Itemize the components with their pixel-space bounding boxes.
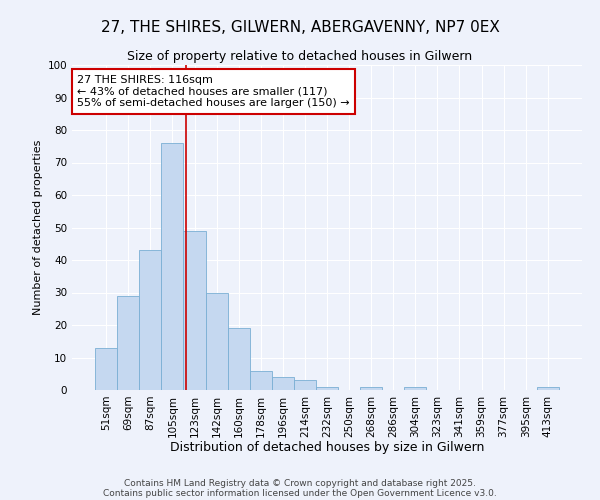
Y-axis label: Number of detached properties: Number of detached properties: [34, 140, 43, 315]
Bar: [161, 143, 184, 390]
Text: Contains HM Land Registry data © Crown copyright and database right 2025.: Contains HM Land Registry data © Crown c…: [124, 478, 476, 488]
Text: Contains public sector information licensed under the Open Government Licence v3: Contains public sector information licen…: [103, 488, 497, 498]
Bar: [316, 387, 338, 390]
X-axis label: Distribution of detached houses by size in Gilwern: Distribution of detached houses by size …: [170, 441, 484, 454]
Bar: [184, 231, 206, 390]
Text: 27, THE SHIRES, GILWERN, ABERGAVENNY, NP7 0EX: 27, THE SHIRES, GILWERN, ABERGAVENNY, NP…: [101, 20, 499, 35]
Bar: [360, 387, 382, 390]
Text: 27 THE SHIRES: 116sqm
← 43% of detached houses are smaller (117)
55% of semi-det: 27 THE SHIRES: 116sqm ← 43% of detached …: [77, 74, 350, 108]
Bar: [117, 296, 139, 390]
Bar: [272, 377, 294, 390]
Bar: [537, 387, 559, 390]
Bar: [227, 328, 250, 390]
Bar: [95, 348, 117, 390]
Bar: [139, 250, 161, 390]
Bar: [206, 292, 227, 390]
Bar: [250, 370, 272, 390]
Text: Size of property relative to detached houses in Gilwern: Size of property relative to detached ho…: [127, 50, 473, 63]
Bar: [294, 380, 316, 390]
Bar: [404, 387, 427, 390]
